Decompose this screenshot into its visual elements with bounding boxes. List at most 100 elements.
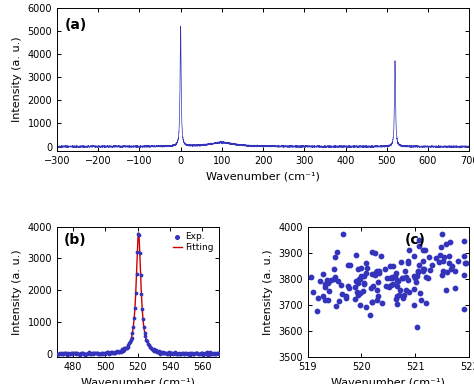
Exp.	[95, 351, 103, 357]
Exp.	[80, 351, 88, 357]
Exp.	[88, 350, 96, 356]
Exp.	[64, 351, 71, 357]
Point	[400, 295, 407, 301]
Point	[439, 258, 447, 264]
Point	[424, 275, 432, 281]
Exp.	[96, 351, 104, 357]
Point	[362, 260, 370, 266]
Point	[439, 268, 447, 274]
Point	[352, 278, 360, 284]
Exp.	[196, 351, 204, 357]
Exp.	[160, 350, 167, 356]
Exp.	[130, 315, 138, 321]
Point	[392, 273, 399, 279]
Exp.	[175, 350, 182, 356]
Exp.	[57, 351, 65, 358]
Exp.	[90, 350, 97, 356]
Exp.	[139, 316, 147, 322]
Exp.	[159, 349, 166, 355]
Point	[338, 291, 346, 297]
Point	[404, 277, 411, 283]
Exp.	[121, 345, 129, 351]
Point	[362, 270, 369, 276]
Point	[419, 266, 427, 272]
Point	[388, 274, 396, 280]
Point	[419, 258, 427, 264]
Point	[356, 276, 364, 282]
Point	[351, 296, 359, 302]
Point	[374, 279, 382, 285]
Point	[422, 300, 429, 306]
Point	[313, 308, 321, 314]
Exp.	[151, 346, 158, 352]
Exp.	[174, 351, 182, 357]
Point	[359, 288, 367, 295]
Exp.	[165, 349, 173, 355]
Exp.	[86, 351, 94, 357]
Exp.	[200, 351, 208, 357]
Fitting	[132, 310, 137, 314]
Exp.	[182, 350, 189, 356]
Y-axis label: Intensity (a. u.): Intensity (a. u.)	[12, 249, 22, 335]
Exp.	[65, 351, 73, 357]
Point	[415, 237, 423, 243]
Exp.	[143, 338, 151, 344]
Exp.	[67, 350, 74, 356]
Point	[461, 306, 468, 312]
Exp.	[126, 339, 134, 345]
Point	[374, 297, 381, 303]
Point	[368, 249, 375, 255]
Point	[405, 289, 413, 295]
Exp.	[137, 291, 145, 298]
Exp.	[204, 351, 212, 358]
Point	[386, 275, 394, 281]
Exp.	[120, 346, 128, 353]
Point	[321, 297, 328, 303]
Exp.	[160, 350, 168, 356]
Exp.	[109, 349, 116, 356]
Exp.	[120, 345, 128, 351]
Exp.	[54, 351, 62, 357]
Point	[360, 280, 368, 286]
Exp.	[103, 349, 111, 356]
Exp.	[97, 351, 105, 357]
Point	[353, 289, 360, 295]
Exp.	[129, 324, 137, 330]
Exp.	[206, 351, 213, 357]
Point	[319, 293, 327, 299]
Point	[388, 275, 395, 281]
Point	[378, 300, 385, 306]
Point	[401, 268, 408, 274]
Exp.	[189, 351, 196, 357]
Point	[309, 289, 317, 295]
Exp.	[198, 350, 205, 356]
Exp.	[126, 340, 133, 346]
X-axis label: Wavenumber (cm⁻¹): Wavenumber (cm⁻¹)	[81, 377, 195, 384]
Exp.	[117, 348, 124, 354]
Exp.	[87, 351, 95, 357]
Point	[385, 283, 392, 290]
Exp.	[100, 350, 108, 356]
Point	[406, 247, 413, 253]
Point	[319, 271, 327, 277]
Point	[442, 241, 449, 247]
Point	[395, 292, 403, 298]
Point	[327, 277, 335, 283]
Point	[390, 263, 397, 269]
Exp.	[208, 351, 215, 358]
Point	[332, 303, 340, 310]
Exp.	[102, 350, 109, 356]
Point	[372, 271, 379, 278]
Point	[410, 302, 418, 308]
Point	[393, 283, 401, 289]
Point	[369, 300, 376, 306]
Point	[410, 273, 418, 279]
Exp.	[72, 351, 79, 357]
Exp.	[100, 351, 107, 357]
Exp.	[210, 351, 218, 357]
Exp.	[191, 349, 199, 356]
Exp.	[105, 351, 113, 357]
Exp.	[127, 337, 135, 343]
Point	[451, 285, 459, 291]
Exp.	[176, 351, 183, 357]
